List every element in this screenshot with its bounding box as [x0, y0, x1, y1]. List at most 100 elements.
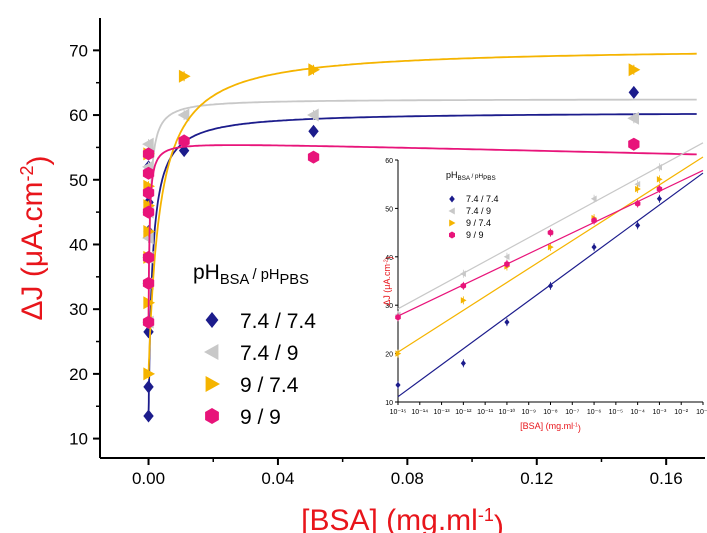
inset-x-tick-label: 10⁻¹⁵ — [390, 409, 407, 416]
inset-data-point — [460, 270, 466, 277]
inset-data-point — [504, 260, 510, 268]
y-tick-label: 70 — [69, 41, 88, 60]
x-tick-label: 0.08 — [391, 469, 424, 488]
inset-data-point — [591, 243, 597, 251]
inset-x-tick-label: 10⁻¹³ — [433, 409, 450, 416]
data-point — [178, 144, 190, 158]
fit-curve — [147, 52, 697, 374]
fit-curve — [147, 144, 697, 329]
data-point — [178, 69, 191, 83]
legend-marker — [205, 408, 219, 424]
data-point — [142, 250, 155, 264]
inset-x-tick-label: 10⁻⁹ — [521, 409, 535, 416]
y-tick-label: 50 — [69, 171, 88, 190]
data-point — [142, 137, 154, 151]
y-tick-label: 10 — [69, 430, 88, 449]
data-point — [178, 134, 190, 148]
x-tick-label: 0.00 — [132, 469, 165, 488]
y-axis-title: ΔJ (μA.cm-2) — [16, 156, 55, 321]
inset-data-point — [591, 217, 597, 224]
fit-curve — [147, 98, 697, 329]
inset-background — [398, 160, 703, 402]
x-tick-label: 0.12 — [520, 469, 553, 488]
inset-fit-line — [397, 169, 704, 317]
inset-legend-marker — [449, 219, 456, 227]
y-tick-label: 60 — [69, 106, 88, 125]
legend-label: 9 / 9 — [240, 406, 281, 429]
x-tick-label: 0.16 — [650, 469, 683, 488]
inset-data-point — [547, 229, 554, 236]
inset-x-tick-label: 10⁻¹¹ — [477, 409, 494, 416]
inset-x-tick-label: 10⁻⁸ — [543, 409, 557, 416]
y-tick-label: 40 — [69, 235, 88, 254]
y-tick-label: 30 — [69, 300, 88, 319]
legend-label: 7.4 / 7.4 — [240, 310, 316, 333]
inset-x-tick-label: 10⁻⁴ — [630, 409, 645, 416]
inset-legend-marker — [448, 207, 455, 215]
inset-data-point — [395, 350, 402, 357]
inset-data-point — [656, 195, 662, 202]
data-point — [142, 231, 154, 245]
data-point — [307, 108, 319, 122]
inset-data-point — [547, 282, 554, 290]
inset-legend-label: 9 / 9 — [466, 230, 484, 240]
inset-x-axis-title: [BSA] (mg.ml-1) — [520, 421, 581, 433]
legend-label: 7.4 / 9 — [240, 342, 298, 365]
inset-data-point — [460, 360, 466, 367]
inset-data-point — [635, 185, 641, 193]
inset-data-point — [634, 181, 641, 188]
inset-data-point — [460, 282, 467, 289]
inset-data-point — [547, 243, 554, 251]
inset-data-point — [635, 222, 641, 229]
inset-data-point — [656, 176, 663, 183]
x-axis-title: [BSA] (mg.ml-1) — [301, 504, 504, 533]
data-point — [628, 85, 640, 99]
inset-y-tick-label: 50 — [385, 206, 393, 213]
inset-legend-label: 7.4 / 9 — [466, 206, 491, 216]
legend-marker — [205, 376, 220, 392]
inset-x-tick-label: 10⁻¹⁰ — [499, 408, 516, 416]
data-point — [143, 409, 154, 423]
inset-data-point — [395, 314, 401, 321]
inset-data-point — [503, 253, 510, 260]
inset-legend-label: 9 / 7.4 — [466, 218, 491, 228]
inset-data-point — [395, 381, 401, 389]
inset-y-tick-label: 30 — [385, 303, 393, 310]
inset-legend-marker — [449, 231, 455, 239]
fit-curve — [147, 113, 697, 420]
data-point — [143, 380, 154, 394]
data-point — [308, 63, 321, 77]
data-point — [308, 124, 319, 138]
data-point — [307, 150, 320, 164]
inset-fit-line — [397, 142, 704, 310]
inset-x-tick-label: 10⁻³ — [653, 409, 667, 416]
inset-x-tick-label: 10⁻⁷ — [565, 409, 579, 416]
legend-title: pHBSA / pHPBS — [193, 261, 309, 288]
inset-data-point — [504, 318, 510, 326]
inset-data-point — [460, 297, 467, 304]
inset-x-tick-label: 10⁻⁵ — [609, 409, 623, 416]
legend-marker — [205, 312, 219, 328]
legend-marker — [204, 344, 219, 360]
inset-data-point — [634, 200, 641, 207]
data-point — [142, 147, 155, 161]
inset-y-tick-label: 20 — [385, 352, 393, 359]
data-point — [628, 63, 641, 77]
inset-y-tick-label: 10 — [385, 400, 393, 407]
data-point — [143, 367, 156, 381]
inset-x-tick-label: 10⁻¹ — [696, 409, 707, 416]
y-tick-label: 20 — [69, 365, 88, 384]
data-point — [142, 276, 155, 290]
data-point — [142, 166, 155, 180]
data-point — [142, 205, 155, 219]
legend-label: 9 / 7.4 — [240, 374, 299, 397]
data-point — [177, 108, 190, 122]
inset-y-tick-label: 40 — [385, 255, 393, 262]
inset-x-tick-label: 10⁻¹⁴ — [411, 409, 428, 416]
inset-fit-line — [397, 156, 704, 353]
inset-x-tick-label: 10⁻¹² — [455, 409, 472, 416]
inset-x-tick-label: 10⁻⁶ — [587, 409, 601, 416]
inset-y-axis-title: ΔJ (μA.cm-2) — [382, 256, 394, 306]
data-point — [627, 111, 640, 125]
